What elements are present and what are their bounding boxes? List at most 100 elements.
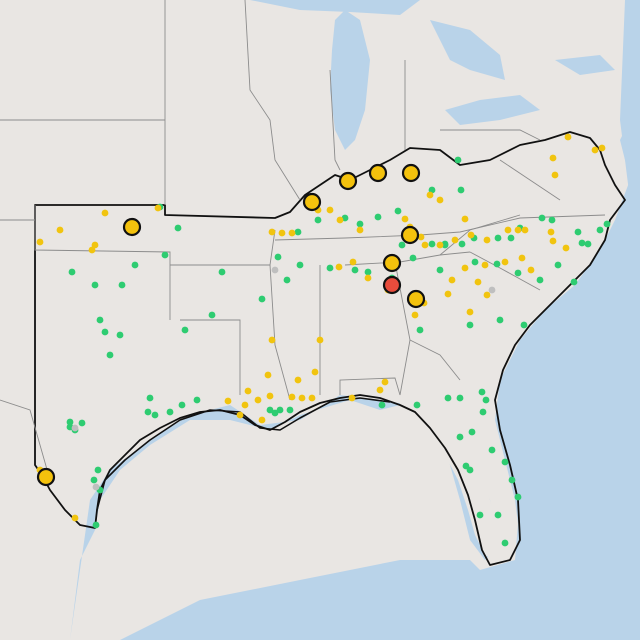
- yellow-status-point[interactable]: [71, 514, 79, 522]
- green-status-point[interactable]: [92, 521, 100, 529]
- yellow-status-point[interactable]: [436, 241, 444, 249]
- yellow-status-point[interactable]: [417, 233, 425, 241]
- yellow-status-point[interactable]: [266, 392, 274, 400]
- green-status-point[interactable]: [181, 326, 189, 334]
- yellow-status-point[interactable]: [483, 291, 491, 299]
- yellow-status-point[interactable]: [258, 416, 266, 424]
- green-status-point[interactable]: [444, 394, 452, 402]
- green-status-point[interactable]: [570, 278, 578, 286]
- green-status-point[interactable]: [286, 406, 294, 414]
- green-status-point[interactable]: [413, 401, 421, 409]
- green-status-point[interactable]: [151, 411, 159, 419]
- grey-status-point[interactable]: [71, 424, 79, 432]
- yellow-alert-marker[interactable]: [338, 171, 358, 191]
- green-status-point[interactable]: [441, 241, 449, 249]
- green-status-point[interactable]: [283, 276, 291, 284]
- green-status-point[interactable]: [501, 539, 509, 547]
- green-status-point[interactable]: [116, 331, 124, 339]
- yellow-alert-marker[interactable]: [382, 253, 402, 273]
- grey-status-point[interactable]: [271, 266, 279, 274]
- green-status-point[interactable]: [554, 261, 562, 269]
- green-status-point[interactable]: [90, 476, 98, 484]
- green-status-point[interactable]: [596, 226, 604, 234]
- green-status-point[interactable]: [488, 446, 496, 454]
- yellow-alert-marker[interactable]: [302, 192, 322, 212]
- yellow-status-point[interactable]: [591, 146, 599, 154]
- green-status-point[interactable]: [193, 396, 201, 404]
- green-status-point[interactable]: [466, 466, 474, 474]
- yellow-status-point[interactable]: [564, 133, 572, 141]
- yellow-status-point[interactable]: [481, 261, 489, 269]
- green-status-point[interactable]: [476, 511, 484, 519]
- yellow-status-point[interactable]: [549, 154, 557, 162]
- green-status-point[interactable]: [296, 261, 304, 269]
- green-status-point[interactable]: [514, 493, 522, 501]
- green-status-point[interactable]: [94, 466, 102, 474]
- green-status-point[interactable]: [494, 511, 502, 519]
- green-status-point[interactable]: [144, 408, 152, 416]
- yellow-status-point[interactable]: [521, 226, 529, 234]
- grey-status-point[interactable]: [488, 286, 496, 294]
- yellow-status-point[interactable]: [316, 336, 324, 344]
- green-status-point[interactable]: [507, 234, 515, 242]
- green-status-point[interactable]: [271, 409, 279, 417]
- yellow-status-point[interactable]: [381, 378, 389, 386]
- yellow-status-point[interactable]: [278, 229, 286, 237]
- yellow-status-point[interactable]: [504, 226, 512, 234]
- yellow-status-point[interactable]: [264, 371, 272, 379]
- green-status-point[interactable]: [508, 476, 516, 484]
- green-status-point[interactable]: [454, 156, 462, 164]
- yellow-status-point[interactable]: [356, 226, 364, 234]
- green-status-point[interactable]: [458, 240, 466, 248]
- yellow-status-point[interactable]: [474, 278, 482, 286]
- yellow-status-point[interactable]: [527, 266, 535, 274]
- yellow-status-point[interactable]: [401, 215, 409, 223]
- yellow-status-point[interactable]: [298, 394, 306, 402]
- green-status-point[interactable]: [456, 394, 464, 402]
- green-status-point[interactable]: [514, 269, 522, 277]
- green-status-point[interactable]: [66, 418, 74, 426]
- yellow-status-point[interactable]: [254, 396, 262, 404]
- green-status-point[interactable]: [166, 408, 174, 416]
- green-status-point[interactable]: [374, 213, 382, 221]
- yellow-status-point[interactable]: [56, 226, 64, 234]
- green-status-point[interactable]: [479, 408, 487, 416]
- yellow-alert-marker[interactable]: [36, 467, 56, 487]
- yellow-status-point[interactable]: [294, 376, 302, 384]
- green-status-point[interactable]: [101, 328, 109, 336]
- yellow-status-point[interactable]: [224, 397, 232, 405]
- green-status-point[interactable]: [409, 254, 417, 262]
- green-status-point[interactable]: [106, 351, 114, 359]
- yellow-status-point[interactable]: [236, 411, 244, 419]
- green-status-point[interactable]: [314, 216, 322, 224]
- yellow-alert-marker[interactable]: [406, 289, 426, 309]
- grey-status-point[interactable]: [92, 483, 100, 491]
- yellow-status-point[interactable]: [268, 228, 276, 236]
- yellow-status-point[interactable]: [451, 236, 459, 244]
- green-status-point[interactable]: [482, 396, 490, 404]
- green-status-point[interactable]: [603, 220, 611, 228]
- yellow-status-point[interactable]: [326, 206, 334, 214]
- green-status-point[interactable]: [538, 214, 546, 222]
- yellow-status-point[interactable]: [518, 254, 526, 262]
- yellow-status-point[interactable]: [335, 263, 343, 271]
- green-status-point[interactable]: [208, 311, 216, 319]
- green-status-point[interactable]: [266, 406, 274, 414]
- green-status-point[interactable]: [584, 240, 592, 248]
- yellow-status-point[interactable]: [376, 386, 384, 394]
- yellow-status-point[interactable]: [288, 393, 296, 401]
- yellow-status-point[interactable]: [308, 394, 316, 402]
- green-status-point[interactable]: [218, 268, 226, 276]
- yellow-status-point[interactable]: [241, 401, 249, 409]
- yellow-alert-marker[interactable]: [400, 225, 420, 245]
- green-status-point[interactable]: [548, 216, 556, 224]
- yellow-status-point[interactable]: [421, 241, 429, 249]
- green-status-point[interactable]: [146, 394, 154, 402]
- yellow-status-point[interactable]: [426, 191, 434, 199]
- green-status-point[interactable]: [578, 239, 586, 247]
- green-status-point[interactable]: [494, 234, 502, 242]
- yellow-status-point[interactable]: [483, 236, 491, 244]
- yellow-status-point[interactable]: [364, 274, 372, 282]
- green-status-point[interactable]: [326, 264, 334, 272]
- yellow-status-point[interactable]: [448, 276, 456, 284]
